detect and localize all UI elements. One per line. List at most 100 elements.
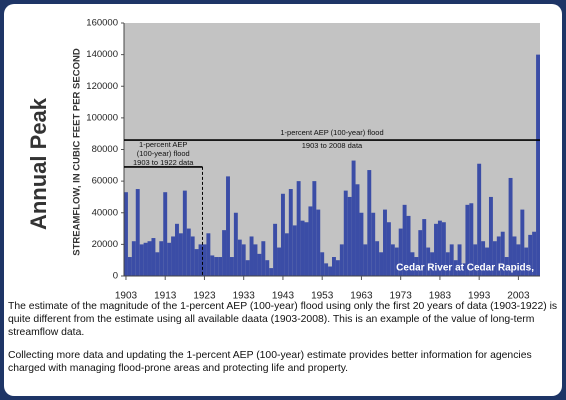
bar xyxy=(265,260,270,276)
y-axis-label: STREAMFLOW, IN CUBIC FEET PER SECOND xyxy=(72,48,83,256)
x-tick-label: 1983 xyxy=(429,291,452,302)
bar xyxy=(194,249,199,276)
chart: Annual Peak STREAMFLOW, IN CUBIC FEET PER… xyxy=(26,18,540,302)
bar xyxy=(414,257,419,276)
paragraph: The estimate of the magnitude of the 1-p… xyxy=(8,301,558,338)
bar xyxy=(343,190,348,276)
bar xyxy=(335,260,340,276)
x-tick-label: 2003 xyxy=(507,291,530,302)
bar xyxy=(339,244,344,276)
bar xyxy=(371,212,376,276)
bar xyxy=(324,263,329,276)
bar xyxy=(524,247,529,276)
y-tick-label: 120000 xyxy=(86,81,118,92)
y-tick-label: 100000 xyxy=(86,112,118,123)
bar xyxy=(469,203,474,276)
bar xyxy=(426,247,431,276)
panel: Annual Peak STREAMFLOW, IN CUBIC FEET PER… xyxy=(4,4,562,396)
bar xyxy=(229,257,234,276)
bar xyxy=(332,257,336,276)
bar xyxy=(214,257,219,276)
bar xyxy=(496,236,501,276)
bar xyxy=(500,231,505,276)
bar xyxy=(151,238,156,276)
bar xyxy=(233,212,238,276)
x-tick-label: 1963 xyxy=(350,291,373,302)
bar xyxy=(512,236,517,276)
bar xyxy=(127,257,132,276)
bar xyxy=(465,204,470,276)
bar xyxy=(386,222,391,276)
bar xyxy=(308,206,313,276)
bar xyxy=(175,223,179,276)
bar xyxy=(375,241,380,276)
reference-label: 1903 to 1922 data xyxy=(133,158,194,167)
x-tick-label: 1913 xyxy=(154,291,177,302)
x-tick-label: 1993 xyxy=(468,291,491,302)
bar xyxy=(198,244,203,276)
bar xyxy=(155,252,160,276)
station-label: Cedar River at Cedar Rapids, xyxy=(396,263,534,274)
bar xyxy=(461,263,466,276)
bar xyxy=(288,189,293,276)
bar xyxy=(363,244,368,276)
bar xyxy=(449,244,454,276)
bar xyxy=(422,219,427,276)
y-tick-label: 140000 xyxy=(86,49,118,60)
bar xyxy=(316,209,321,276)
bar xyxy=(131,241,136,276)
bar xyxy=(237,239,242,276)
bar xyxy=(292,225,297,276)
x-tick-label: 1953 xyxy=(311,291,334,302)
bar xyxy=(536,54,540,276)
bar xyxy=(163,192,168,276)
bar xyxy=(257,253,262,276)
bar xyxy=(430,252,435,276)
bar xyxy=(280,193,285,276)
bar xyxy=(359,212,364,276)
y-tick-label: 20000 xyxy=(92,239,118,250)
bar xyxy=(222,230,227,276)
bar xyxy=(402,204,407,276)
bar xyxy=(139,244,144,276)
bar xyxy=(383,209,387,276)
bar xyxy=(147,241,152,276)
bar xyxy=(159,241,164,276)
bar xyxy=(124,192,128,276)
x-tick-label: 1933 xyxy=(233,291,256,302)
x-tick-label: 1943 xyxy=(272,291,295,302)
bar xyxy=(284,233,289,276)
reference-label: 1-percent AEP (100-year) flood xyxy=(280,128,383,137)
bar xyxy=(277,247,281,276)
bar xyxy=(520,209,525,276)
bar xyxy=(178,233,183,276)
bar xyxy=(481,241,486,276)
bar xyxy=(394,247,399,276)
bar xyxy=(202,244,207,276)
bar xyxy=(457,244,462,276)
reference-label: 1-percent AEP xyxy=(139,140,187,149)
x-tick-label: 1973 xyxy=(390,291,413,302)
y-tick-label: 40000 xyxy=(92,207,118,218)
bar xyxy=(135,189,140,276)
bar xyxy=(190,236,195,276)
bar xyxy=(312,181,317,276)
y-tick-label: 60000 xyxy=(92,176,118,187)
bar xyxy=(437,220,442,276)
bar xyxy=(453,260,458,276)
bar xyxy=(528,234,533,276)
bar xyxy=(206,233,211,276)
bar xyxy=(241,244,246,276)
y-tick-label: 0 xyxy=(113,271,118,282)
paragraph: Collecting more data and updating the 1-… xyxy=(8,350,532,374)
bar xyxy=(390,244,395,276)
bar xyxy=(300,220,305,276)
bar xyxy=(410,252,415,276)
bar xyxy=(186,228,191,276)
bar xyxy=(320,252,325,276)
bar xyxy=(269,268,274,276)
bar xyxy=(253,244,258,276)
bar xyxy=(226,176,230,276)
bar xyxy=(355,184,360,276)
